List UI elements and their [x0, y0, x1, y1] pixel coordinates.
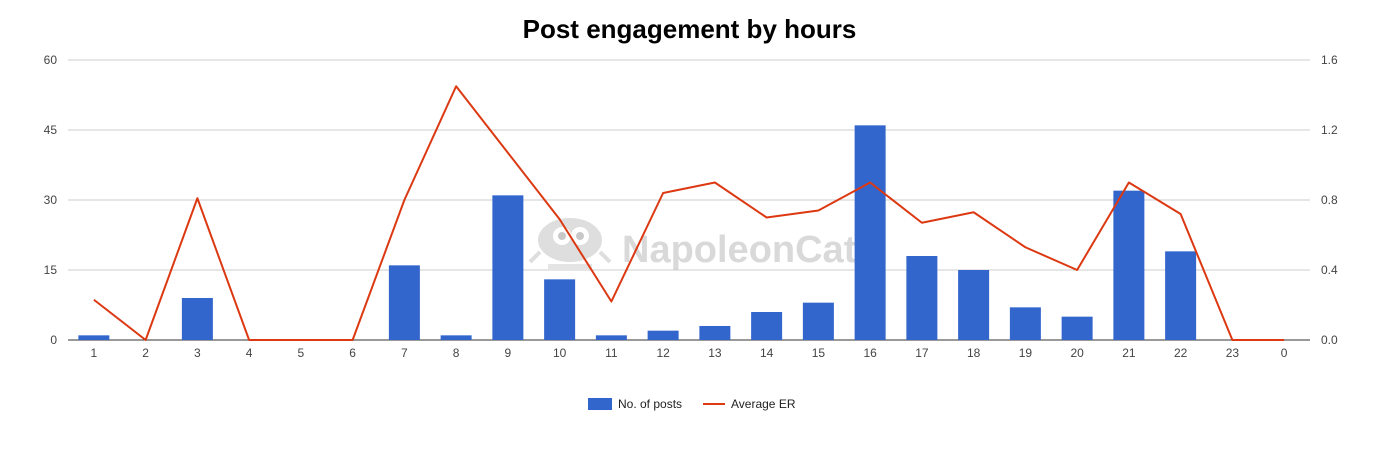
- x-tick-label: 4: [246, 346, 253, 360]
- legend-swatch-posts: [588, 398, 612, 410]
- bar: [1061, 316, 1093, 340]
- bar: [595, 335, 627, 340]
- bar: [1113, 190, 1145, 340]
- y-right-tick-label: 0.0: [1321, 333, 1338, 347]
- bar-series-posts: [78, 125, 1197, 340]
- bar: [544, 279, 576, 340]
- y-axis-right: 1.6 1.2 0.8 0.4 0.0: [1321, 53, 1338, 347]
- x-tick-label: 20: [1070, 346, 1084, 360]
- x-tick-label: 19: [1019, 346, 1033, 360]
- x-tick-label: 8: [453, 346, 460, 360]
- y-left-tick-label: 0: [50, 333, 57, 347]
- x-tick-label: 5: [298, 346, 305, 360]
- x-tick-label: 13: [708, 346, 722, 360]
- y-right-tick-label: 1.2: [1321, 123, 1338, 137]
- x-tick-label: 14: [760, 346, 774, 360]
- bar: [699, 326, 731, 340]
- bar: [958, 270, 990, 340]
- y-right-tick-label: 0.8: [1321, 193, 1338, 207]
- bar: [854, 125, 886, 340]
- x-tick-label: 21: [1122, 346, 1136, 360]
- x-tick-label: 12: [656, 346, 670, 360]
- bar: [906, 256, 938, 340]
- y-left-tick-label: 15: [44, 263, 58, 277]
- x-tick-label: 15: [812, 346, 826, 360]
- y-left-tick-label: 60: [44, 53, 58, 67]
- bar: [1009, 307, 1041, 340]
- x-tick-label: 16: [863, 346, 877, 360]
- bar: [181, 298, 213, 340]
- x-tick-label: 18: [967, 346, 981, 360]
- y-left-tick-label: 45: [44, 123, 58, 137]
- x-tick-label: 17: [915, 346, 929, 360]
- bar: [751, 312, 783, 340]
- series-line: [93, 85, 1285, 341]
- bar: [647, 330, 679, 340]
- x-tick-label: 11: [605, 346, 618, 360]
- napoleoncat-logo-icon: [528, 218, 612, 269]
- x-tick-label: 9: [505, 346, 512, 360]
- x-tick-label: 6: [349, 346, 356, 360]
- x-tick-label: 7: [401, 346, 408, 360]
- legend: No. of posts Average ER: [588, 397, 796, 411]
- bar: [1165, 251, 1197, 340]
- x-tick-label: 22: [1174, 346, 1188, 360]
- chart-title: Post engagement by hours: [522, 14, 857, 44]
- x-axis: 1 2 3 4 5 6 7 8 9 10 11 12 13 14 15 16 17 18 19 20 21 22 23 0: [91, 346, 1288, 360]
- x-tick-label: 2: [142, 346, 149, 360]
- x-tick-label: 1: [91, 346, 98, 360]
- legend-label-er: Average ER: [731, 397, 796, 411]
- bar: [440, 335, 472, 340]
- legend-label-posts: No. of posts: [618, 397, 682, 411]
- watermark-text: NapoleonCat.: [622, 229, 867, 271]
- line-series-average-er: [93, 85, 1285, 341]
- x-tick-label: 23: [1226, 346, 1240, 360]
- x-tick-label: 10: [553, 346, 567, 360]
- bar: [802, 302, 834, 340]
- bar: [388, 265, 420, 340]
- bar: [78, 335, 110, 340]
- x-tick-label: 3: [194, 346, 201, 360]
- y-left-tick-label: 30: [44, 193, 58, 207]
- x-tick-label: 0: [1281, 346, 1288, 360]
- bar: [492, 195, 524, 340]
- y-axis-left: 60 45 30 15 0: [44, 53, 58, 347]
- watermark: NapoleonCat.: [528, 218, 867, 271]
- y-right-tick-label: 0.4: [1321, 263, 1338, 277]
- y-right-tick-label: 1.6: [1321, 53, 1338, 67]
